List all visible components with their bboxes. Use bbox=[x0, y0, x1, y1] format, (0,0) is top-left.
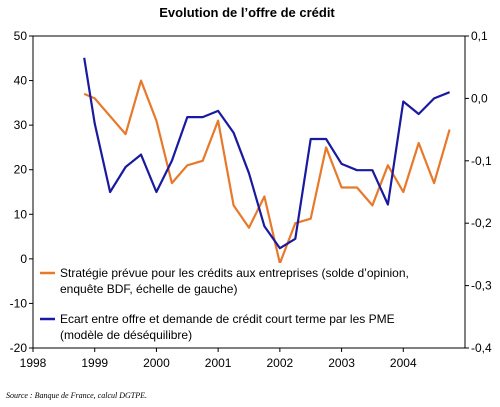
right-tick-label: -0,4 bbox=[471, 341, 492, 355]
series-line-1 bbox=[83, 79, 451, 265]
legend-box bbox=[34, 263, 436, 343]
x-tick-label: 2000 bbox=[143, 356, 170, 370]
right-tick-label: -0,3 bbox=[471, 279, 492, 293]
legend-label-2: Ecart entre offre et demande de crédit c… bbox=[60, 312, 395, 326]
series-line-2 bbox=[83, 57, 451, 250]
chart-title: Evolution de l’offre de crédit bbox=[159, 5, 335, 20]
left-tick-label: 40 bbox=[14, 74, 28, 88]
x-tick-label: 2002 bbox=[267, 356, 294, 370]
x-tick-label: 2004 bbox=[390, 356, 417, 370]
source-note: Source : Banque de France, calcul DGTPE. bbox=[6, 391, 147, 400]
right-tick-label: -0,2 bbox=[471, 216, 492, 230]
left-tick-label: 30 bbox=[14, 118, 28, 132]
legend-label-1: enquête BDF, échelle de gauche) bbox=[60, 282, 237, 296]
legend-label-1: Stratégie prévue pour les crédits aux en… bbox=[60, 266, 409, 280]
left-tick-label: -20 bbox=[10, 341, 28, 355]
x-tick-label: 1999 bbox=[81, 356, 108, 370]
left-tick-label: 20 bbox=[14, 163, 28, 177]
left-tick-label: 10 bbox=[14, 207, 28, 221]
x-tick-label: 1998 bbox=[20, 356, 47, 370]
x-tick-label: 2003 bbox=[328, 356, 355, 370]
left-tick-label: 50 bbox=[14, 29, 28, 43]
plot-frame bbox=[32, 35, 466, 349]
right-tick-label: -0,1 bbox=[471, 154, 492, 168]
legend-label-2: (modèle de déséquilibre) bbox=[60, 328, 192, 342]
axes: 50 40 30 20 10 0 -10 -20 0,1 0,0 -0,1 -0,2 -0,3 -0,4 1… bbox=[10, 29, 492, 370]
left-tick-label: -10 bbox=[10, 296, 28, 310]
x-tick-label: 2001 bbox=[205, 356, 232, 370]
right-tick-label: 0,1 bbox=[471, 29, 488, 43]
right-tick-label: 0,0 bbox=[471, 91, 488, 105]
series-lines bbox=[83, 57, 451, 265]
legend: Stratégie prévue pour les crédits aux en… bbox=[34, 263, 436, 343]
left-tick-label: 0 bbox=[20, 252, 27, 266]
